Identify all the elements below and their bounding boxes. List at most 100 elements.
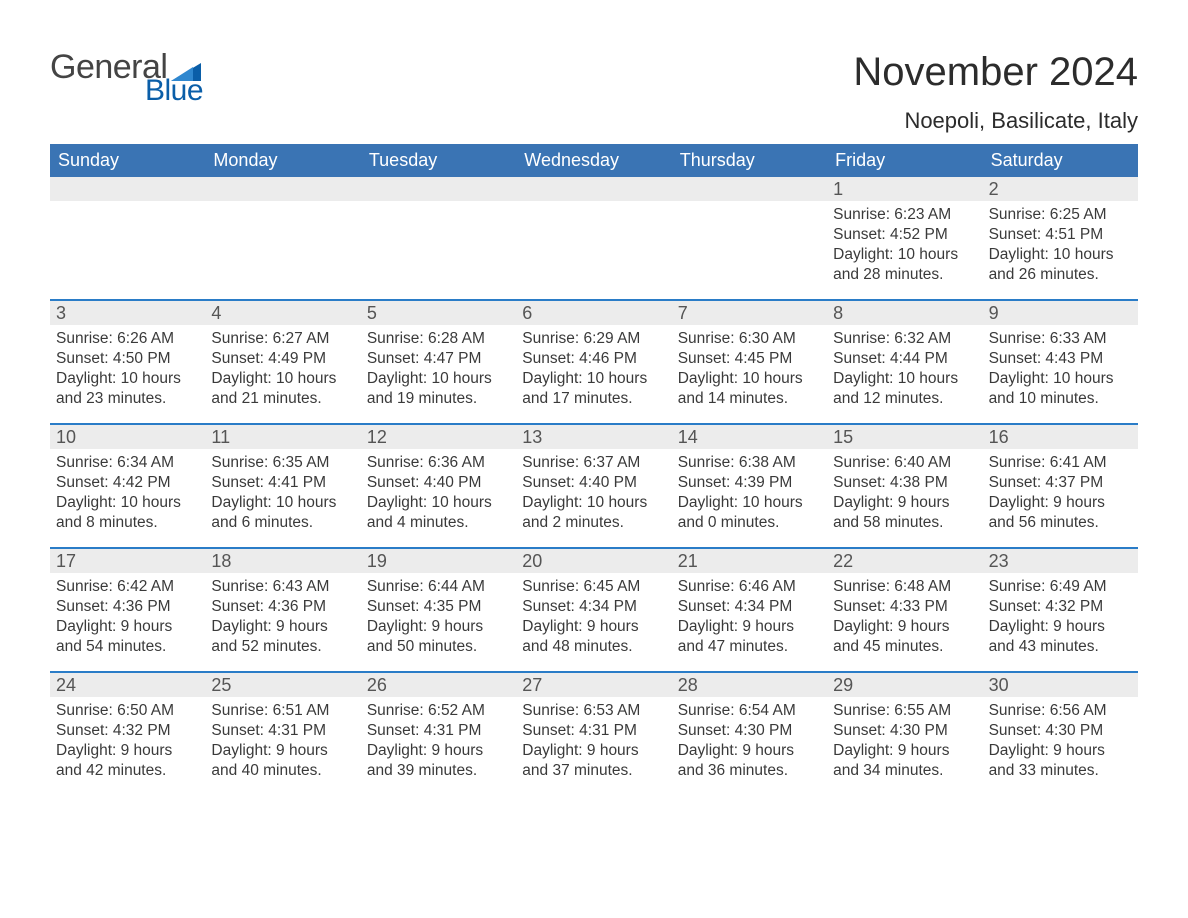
day-cell xyxy=(50,177,205,299)
dow-tuesday: Tuesday xyxy=(361,144,516,177)
daylight-text: Daylight: 9 hours and 36 minutes. xyxy=(678,741,821,781)
dow-sunday: Sunday xyxy=(50,144,205,177)
day-number: 24 xyxy=(50,673,205,697)
day-content: Sunrise: 6:34 AMSunset: 4:42 PMDaylight:… xyxy=(50,449,205,538)
week-row: 17Sunrise: 6:42 AMSunset: 4:36 PMDayligh… xyxy=(50,547,1138,671)
sunrise-text: Sunrise: 6:54 AM xyxy=(678,701,821,721)
sunset-text: Sunset: 4:33 PM xyxy=(833,597,976,617)
day-content: Sunrise: 6:53 AMSunset: 4:31 PMDaylight:… xyxy=(516,697,671,786)
sunset-text: Sunset: 4:41 PM xyxy=(211,473,354,493)
day-cell: 28Sunrise: 6:54 AMSunset: 4:30 PMDayligh… xyxy=(672,673,827,795)
day-cell xyxy=(205,177,360,299)
daylight-text: Daylight: 10 hours and 10 minutes. xyxy=(989,369,1132,409)
day-content: Sunrise: 6:36 AMSunset: 4:40 PMDaylight:… xyxy=(361,449,516,538)
sunrise-text: Sunrise: 6:32 AM xyxy=(833,329,976,349)
day-number: 15 xyxy=(827,425,982,449)
sunset-text: Sunset: 4:50 PM xyxy=(56,349,199,369)
day-content xyxy=(672,201,827,209)
sunrise-text: Sunrise: 6:35 AM xyxy=(211,453,354,473)
day-number: 25 xyxy=(205,673,360,697)
week-row: 24Sunrise: 6:50 AMSunset: 4:32 PMDayligh… xyxy=(50,671,1138,795)
day-content xyxy=(205,201,360,209)
day-content: Sunrise: 6:28 AMSunset: 4:47 PMDaylight:… xyxy=(361,325,516,414)
day-of-week-header: Sunday Monday Tuesday Wednesday Thursday… xyxy=(50,144,1138,177)
sunrise-text: Sunrise: 6:28 AM xyxy=(367,329,510,349)
day-content: Sunrise: 6:54 AMSunset: 4:30 PMDaylight:… xyxy=(672,697,827,786)
day-cell: 24Sunrise: 6:50 AMSunset: 4:32 PMDayligh… xyxy=(50,673,205,795)
day-content: Sunrise: 6:46 AMSunset: 4:34 PMDaylight:… xyxy=(672,573,827,662)
sunrise-text: Sunrise: 6:42 AM xyxy=(56,577,199,597)
day-number: 11 xyxy=(205,425,360,449)
day-cell: 10Sunrise: 6:34 AMSunset: 4:42 PMDayligh… xyxy=(50,425,205,547)
day-content: Sunrise: 6:50 AMSunset: 4:32 PMDaylight:… xyxy=(50,697,205,786)
day-number: 17 xyxy=(50,549,205,573)
day-cell: 13Sunrise: 6:37 AMSunset: 4:40 PMDayligh… xyxy=(516,425,671,547)
sunrise-text: Sunrise: 6:53 AM xyxy=(522,701,665,721)
sunset-text: Sunset: 4:37 PM xyxy=(989,473,1132,493)
day-content: Sunrise: 6:48 AMSunset: 4:33 PMDaylight:… xyxy=(827,573,982,662)
day-content: Sunrise: 6:45 AMSunset: 4:34 PMDaylight:… xyxy=(516,573,671,662)
daylight-text: Daylight: 10 hours and 26 minutes. xyxy=(989,245,1132,285)
sunset-text: Sunset: 4:44 PM xyxy=(833,349,976,369)
daylight-text: Daylight: 9 hours and 34 minutes. xyxy=(833,741,976,781)
sunrise-text: Sunrise: 6:44 AM xyxy=(367,577,510,597)
calendar-page: General Blue November 2024 Noepoli, Basi… xyxy=(0,0,1188,918)
day-number xyxy=(516,177,671,201)
day-content: Sunrise: 6:30 AMSunset: 4:45 PMDaylight:… xyxy=(672,325,827,414)
daylight-text: Daylight: 9 hours and 47 minutes. xyxy=(678,617,821,657)
location-subtitle: Noepoli, Basilicate, Italy xyxy=(853,108,1138,134)
sunset-text: Sunset: 4:40 PM xyxy=(522,473,665,493)
dow-thursday: Thursday xyxy=(672,144,827,177)
day-cell: 19Sunrise: 6:44 AMSunset: 4:35 PMDayligh… xyxy=(361,549,516,671)
day-number: 14 xyxy=(672,425,827,449)
sunset-text: Sunset: 4:30 PM xyxy=(678,721,821,741)
day-cell: 6Sunrise: 6:29 AMSunset: 4:46 PMDaylight… xyxy=(516,301,671,423)
day-number: 12 xyxy=(361,425,516,449)
day-content: Sunrise: 6:41 AMSunset: 4:37 PMDaylight:… xyxy=(983,449,1138,538)
day-cell: 30Sunrise: 6:56 AMSunset: 4:30 PMDayligh… xyxy=(983,673,1138,795)
dow-friday: Friday xyxy=(827,144,982,177)
sunset-text: Sunset: 4:32 PM xyxy=(989,597,1132,617)
day-content: Sunrise: 6:37 AMSunset: 4:40 PMDaylight:… xyxy=(516,449,671,538)
day-content: Sunrise: 6:49 AMSunset: 4:32 PMDaylight:… xyxy=(983,573,1138,662)
day-cell: 27Sunrise: 6:53 AMSunset: 4:31 PMDayligh… xyxy=(516,673,671,795)
daylight-text: Daylight: 9 hours and 50 minutes. xyxy=(367,617,510,657)
day-content: Sunrise: 6:51 AMSunset: 4:31 PMDaylight:… xyxy=(205,697,360,786)
sunrise-text: Sunrise: 6:27 AM xyxy=(211,329,354,349)
daylight-text: Daylight: 9 hours and 43 minutes. xyxy=(989,617,1132,657)
day-content: Sunrise: 6:40 AMSunset: 4:38 PMDaylight:… xyxy=(827,449,982,538)
day-number: 19 xyxy=(361,549,516,573)
title-block: November 2024 Noepoli, Basilicate, Italy xyxy=(853,50,1138,134)
daylight-text: Daylight: 9 hours and 33 minutes. xyxy=(989,741,1132,781)
day-content: Sunrise: 6:38 AMSunset: 4:39 PMDaylight:… xyxy=(672,449,827,538)
daylight-text: Daylight: 10 hours and 19 minutes. xyxy=(367,369,510,409)
day-cell: 5Sunrise: 6:28 AMSunset: 4:47 PMDaylight… xyxy=(361,301,516,423)
day-cell: 18Sunrise: 6:43 AMSunset: 4:36 PMDayligh… xyxy=(205,549,360,671)
day-number: 3 xyxy=(50,301,205,325)
day-cell: 4Sunrise: 6:27 AMSunset: 4:49 PMDaylight… xyxy=(205,301,360,423)
day-content xyxy=(50,201,205,209)
dow-wednesday: Wednesday xyxy=(516,144,671,177)
day-number: 10 xyxy=(50,425,205,449)
sunset-text: Sunset: 4:30 PM xyxy=(833,721,976,741)
sunset-text: Sunset: 4:52 PM xyxy=(833,225,976,245)
sunrise-text: Sunrise: 6:56 AM xyxy=(989,701,1132,721)
week-row: 10Sunrise: 6:34 AMSunset: 4:42 PMDayligh… xyxy=(50,423,1138,547)
sunrise-text: Sunrise: 6:33 AM xyxy=(989,329,1132,349)
daylight-text: Daylight: 9 hours and 45 minutes. xyxy=(833,617,976,657)
day-cell: 15Sunrise: 6:40 AMSunset: 4:38 PMDayligh… xyxy=(827,425,982,547)
day-cell: 12Sunrise: 6:36 AMSunset: 4:40 PMDayligh… xyxy=(361,425,516,547)
day-number: 9 xyxy=(983,301,1138,325)
sunset-text: Sunset: 4:38 PM xyxy=(833,473,976,493)
day-cell: 29Sunrise: 6:55 AMSunset: 4:30 PMDayligh… xyxy=(827,673,982,795)
sunset-text: Sunset: 4:47 PM xyxy=(367,349,510,369)
day-cell: 26Sunrise: 6:52 AMSunset: 4:31 PMDayligh… xyxy=(361,673,516,795)
day-number: 1 xyxy=(827,177,982,201)
day-cell: 2Sunrise: 6:25 AMSunset: 4:51 PMDaylight… xyxy=(983,177,1138,299)
day-content: Sunrise: 6:33 AMSunset: 4:43 PMDaylight:… xyxy=(983,325,1138,414)
week-row: 1Sunrise: 6:23 AMSunset: 4:52 PMDaylight… xyxy=(50,177,1138,299)
day-number: 18 xyxy=(205,549,360,573)
day-cell: 14Sunrise: 6:38 AMSunset: 4:39 PMDayligh… xyxy=(672,425,827,547)
daylight-text: Daylight: 10 hours and 6 minutes. xyxy=(211,493,354,533)
sunset-text: Sunset: 4:42 PM xyxy=(56,473,199,493)
